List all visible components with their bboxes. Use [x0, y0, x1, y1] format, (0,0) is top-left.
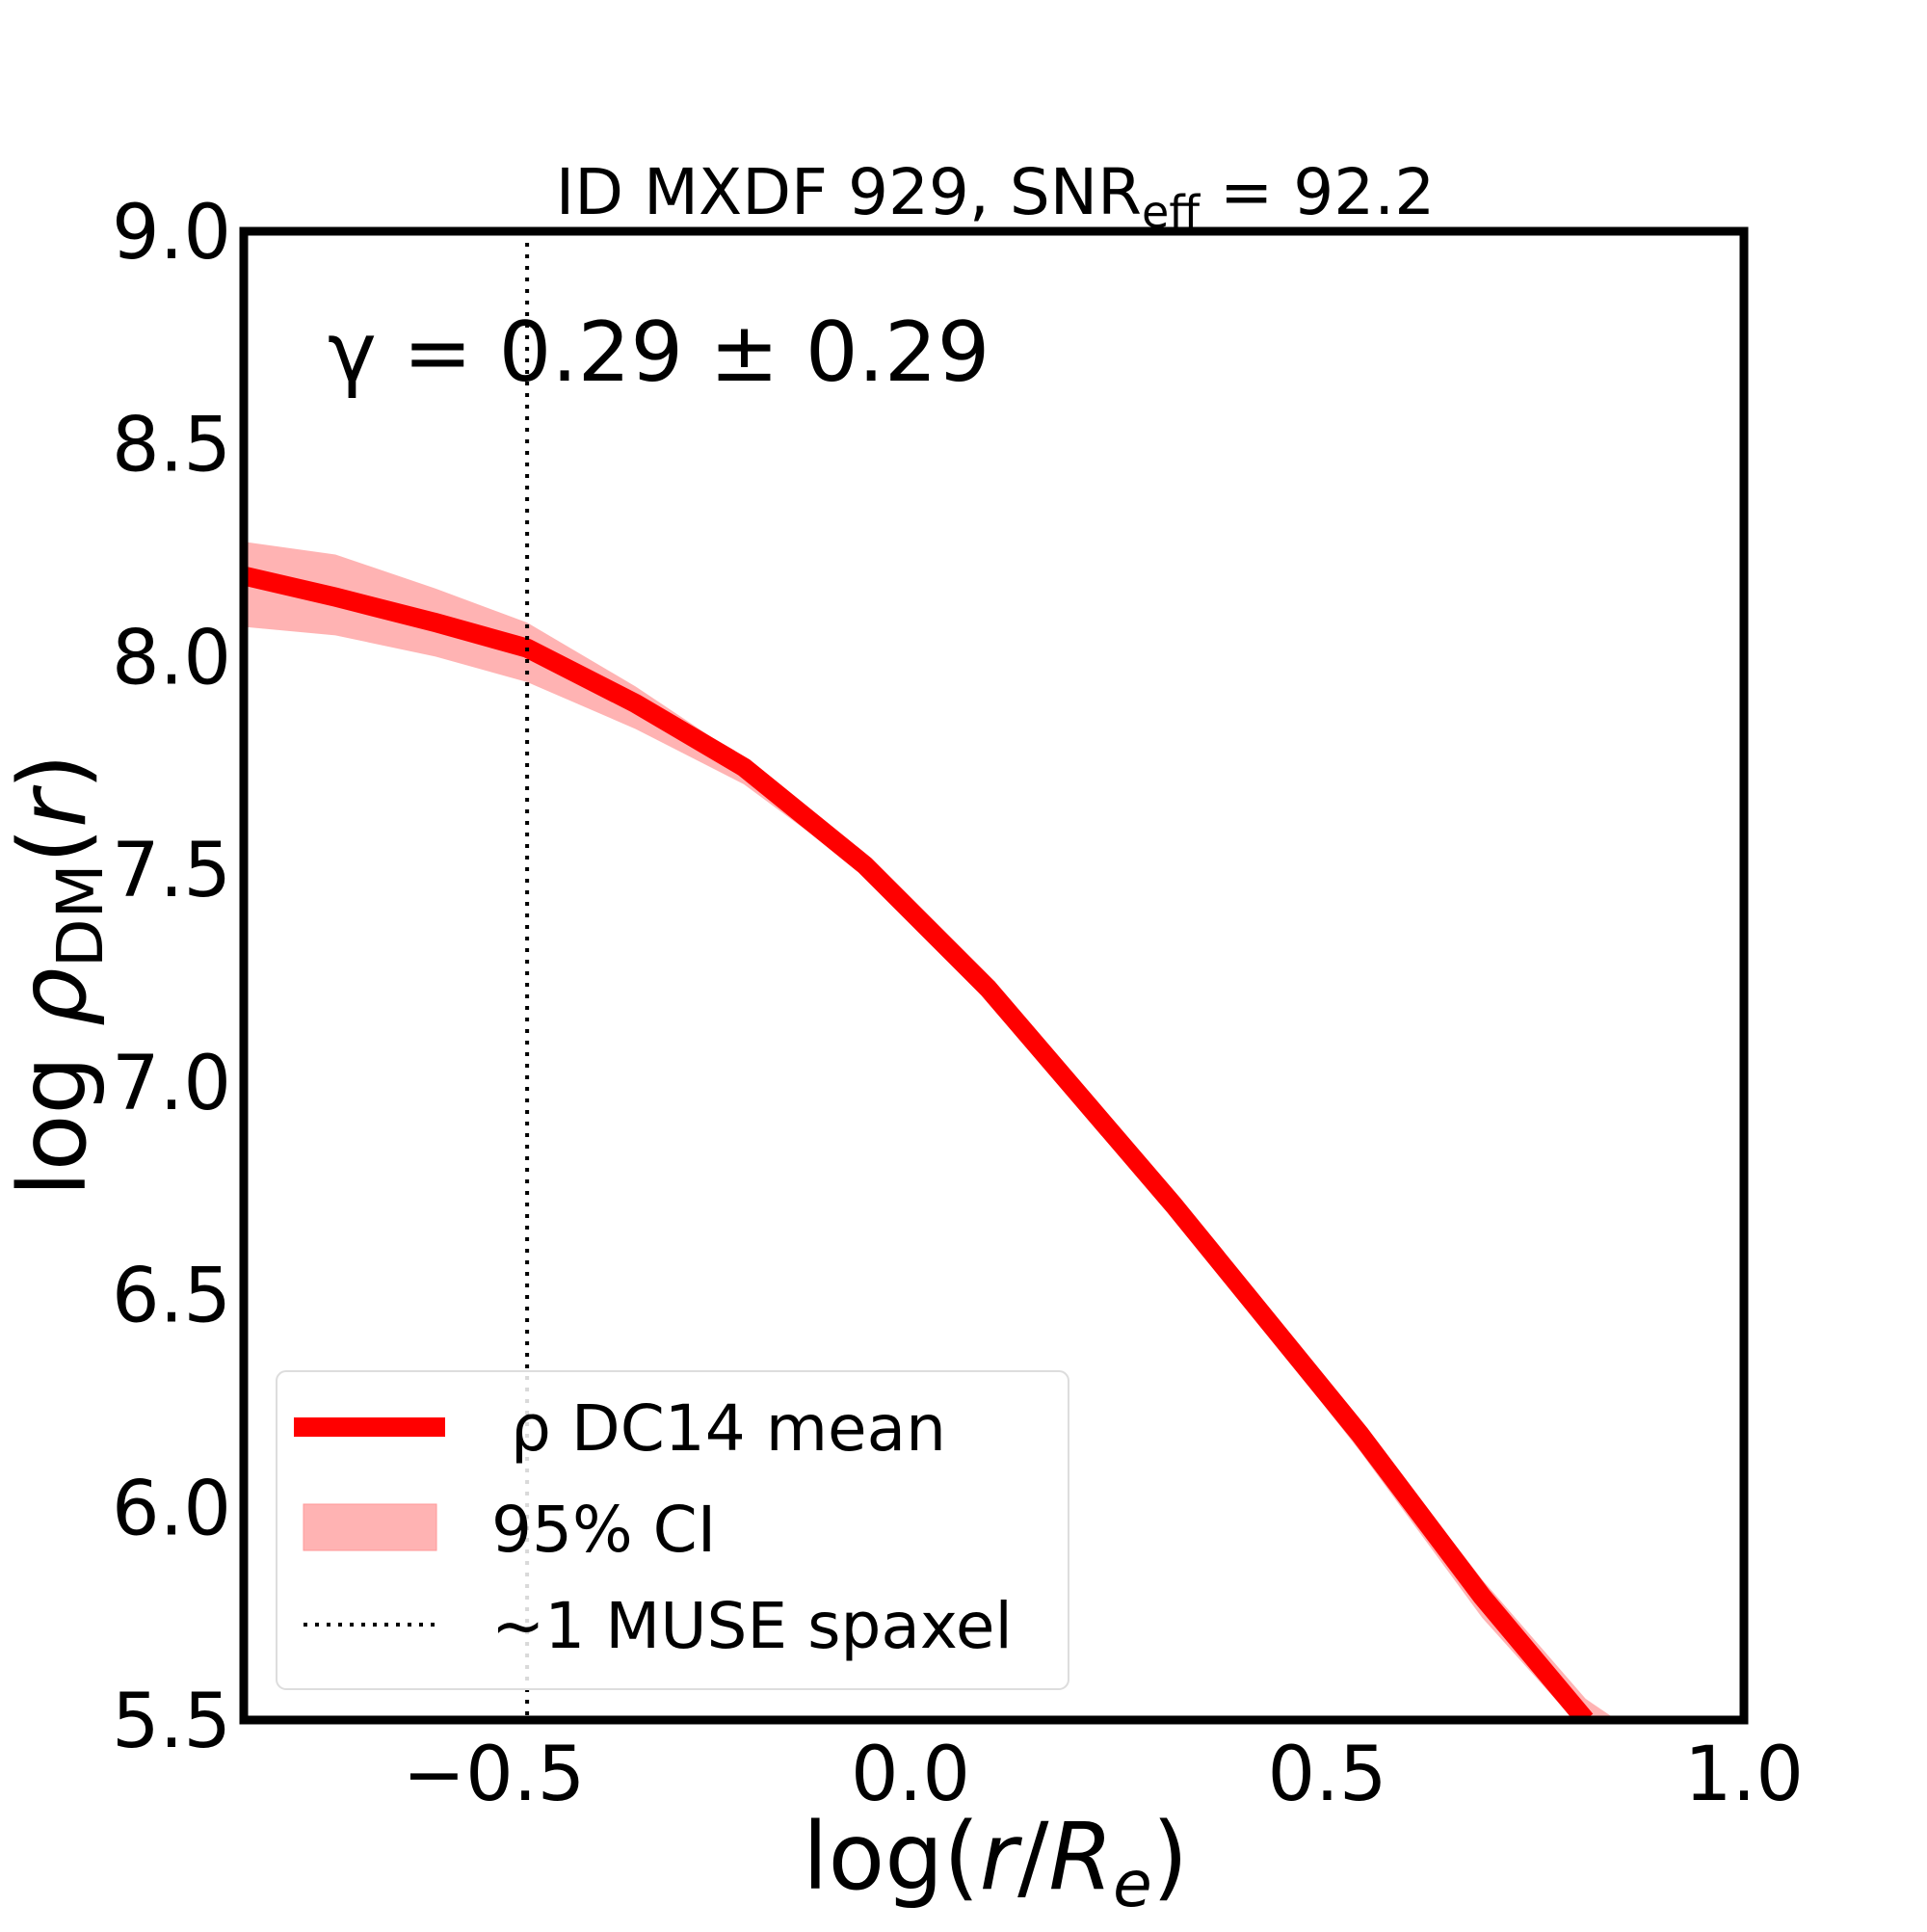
x-tick-label: 0.5 [1267, 1732, 1386, 1818]
legend-swatch-ci [303, 1503, 437, 1551]
y-tick-label: 6.0 [112, 1466, 231, 1552]
legend-label-ci: 95% CI [491, 1493, 716, 1567]
y-tick-label: 9.0 [112, 190, 231, 277]
legend-box [276, 1370, 1069, 1690]
y-tick-label: 8.0 [112, 615, 231, 701]
legend-label-mean: ρ DC14 mean [511, 1391, 946, 1466]
legend-label-spaxel: ~1 MUSE spaxel [491, 1589, 1013, 1663]
x-tick-label: 0.0 [851, 1732, 970, 1818]
y-tick-label: 7.0 [112, 1041, 231, 1127]
y-tick-label: 7.5 [112, 828, 231, 914]
plot-frame [239, 226, 1749, 1725]
x-tick-label: 1.0 [1684, 1732, 1804, 1818]
y-tick-label: 8.5 [112, 403, 231, 490]
legend: ρ DC14 mean 95% CI ~1 MUSE spaxel [276, 1370, 1069, 1690]
x-tick-label: −0.5 [403, 1732, 585, 1818]
chart-title: ID MXDF 929, SNReff = 92.2 [556, 155, 1435, 238]
gamma-annotation: γ = 0.29 ± 0.29 [328, 304, 990, 401]
y-axis-label: log ρDM(r) [0, 754, 118, 1197]
x-axis-label: log(r/Re) [803, 1803, 1188, 1921]
y-tick-label: 5.5 [112, 1679, 231, 1765]
y-tick-label: 6.5 [112, 1254, 231, 1340]
series-line-mean [244, 566, 1594, 1720]
ci-band [244, 542, 1611, 1720]
